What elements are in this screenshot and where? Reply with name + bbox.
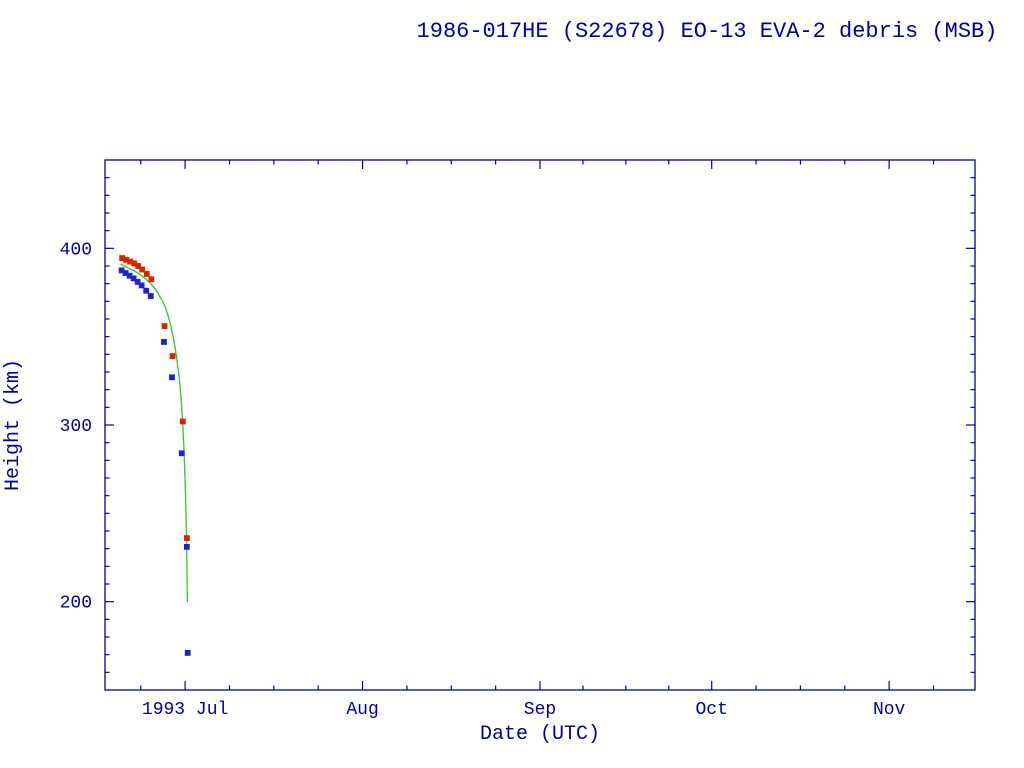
perigee-height-points-marker [138,282,145,289]
y-tick-label: 300 [60,417,92,437]
apogee-height-points-marker [161,323,168,329]
perigee-height-points-marker [184,650,191,656]
perigee-height-points-marker [134,278,141,285]
apogee-height-points-marker [179,418,186,425]
perigee-height-points-marker [178,450,185,457]
perigee-height-points-marker [169,374,175,381]
perigee-height-points-marker [143,287,150,294]
x-tick-label: Oct [696,700,728,720]
apogee-height-points-marker [139,266,146,273]
decay-fit-curve [120,263,189,603]
perigee-height-points-marker [183,544,190,550]
axis-ticks [105,160,975,690]
perigee-height-points-marker [147,293,154,299]
apogee-height-points-marker [183,535,190,541]
plot-frame [104,159,976,691]
chart-title: 1986-017HE (S22678) EO-13 EVA-2 debris (… [417,19,998,44]
y-tick-label: 400 [60,240,92,260]
x-axis-label: Date (UTC) [480,723,600,746]
frame-box [104,159,976,691]
apogee-height-points-marker [169,353,176,360]
apogee-height-points-marker [135,263,142,269]
x-tick-label: Nov [873,700,906,720]
data-series [118,255,191,656]
x-tick-label: Aug [346,700,378,720]
perigee-height-points-marker [130,275,137,282]
x-tick-label: 1993 Jul [142,700,228,720]
x-tick-label: Sep [524,700,556,720]
y-tick-label: 200 [60,594,92,614]
perigee-height-points-marker [161,339,167,345]
apogee-height-points-marker [143,271,150,277]
axis-tick-labels: 1993 Jul Aug Sep Oct Nov 200 300 400 [60,240,906,720]
y-axis-label: Height (km) [2,359,25,491]
apogee-height-points-marker [148,276,155,283]
